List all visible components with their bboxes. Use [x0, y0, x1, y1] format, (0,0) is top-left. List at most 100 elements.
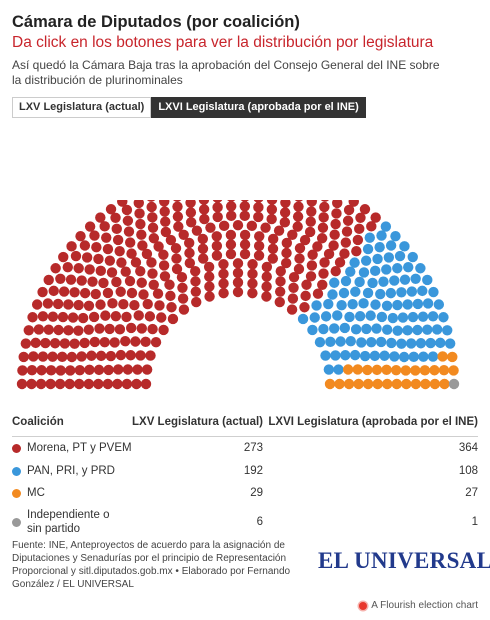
seat-morena-pt-y-pvem[interactable]	[144, 311, 156, 322]
seat-morena-pt-y-pvem[interactable]	[340, 237, 352, 248]
seat-morena-pt-y-pvem[interactable]	[64, 378, 75, 390]
seat-morena-pt-y-pvem[interactable]	[204, 281, 215, 292]
seat-morena-pt-y-pvem[interactable]	[160, 226, 172, 238]
seat-morena-pt-y-pvem[interactable]	[294, 200, 304, 202]
seat-pan-pri-y-prd[interactable]	[389, 275, 400, 286]
seat-morena-pt-y-pvem[interactable]	[279, 217, 291, 228]
seat-mc[interactable]	[419, 365, 431, 376]
seat-morena-pt-y-pvem[interactable]	[147, 323, 158, 335]
seat-pan-pri-y-prd[interactable]	[425, 337, 436, 349]
seat-morena-pt-y-pvem[interactable]	[305, 216, 316, 227]
seat-morena-pt-y-pvem[interactable]	[225, 229, 237, 241]
seat-morena-pt-y-pvem[interactable]	[79, 337, 90, 349]
seat-morena-pt-y-pvem[interactable]	[330, 266, 341, 277]
seat-morena-pt-y-pvem[interactable]	[253, 211, 264, 223]
seat-pan-pri-y-prd[interactable]	[361, 323, 372, 335]
seat-morena-pt-y-pvem[interactable]	[286, 304, 298, 315]
seat-morena-pt-y-pvem[interactable]	[294, 253, 305, 264]
seat-morena-pt-y-pvem[interactable]	[177, 293, 189, 304]
seat-mc[interactable]	[352, 364, 363, 375]
seat-morena-pt-y-pvem[interactable]	[115, 286, 126, 297]
seat-morena-pt-y-pvem[interactable]	[99, 336, 110, 348]
seat-morena-pt-y-pvem[interactable]	[158, 324, 169, 336]
seat-morena-pt-y-pvem[interactable]	[126, 248, 137, 259]
seat-morena-pt-y-pvem[interactable]	[239, 229, 251, 241]
seat-pan-pri-y-prd[interactable]	[372, 253, 383, 265]
seat-pan-pri-y-prd[interactable]	[415, 263, 426, 274]
seat-morena-pt-y-pvem[interactable]	[204, 291, 215, 302]
seat-morena-pt-y-pvem[interactable]	[106, 267, 118, 278]
seat-morena-pt-y-pvem[interactable]	[172, 200, 182, 202]
seat-morena-pt-y-pvem[interactable]	[95, 299, 106, 310]
seat-morena-pt-y-pvem[interactable]	[75, 230, 86, 242]
seat-morena-pt-y-pvem[interactable]	[112, 378, 123, 390]
seat-morena-pt-y-pvem[interactable]	[159, 206, 170, 217]
seat-morena-pt-y-pvem[interactable]	[45, 378, 56, 390]
seat-morena-pt-y-pvem[interactable]	[132, 364, 143, 375]
seat-pan-pri-y-prd[interactable]	[332, 310, 343, 321]
seat-morena-pt-y-pvem[interactable]	[178, 229, 189, 241]
seat-morena-pt-y-pvem[interactable]	[190, 266, 201, 277]
seat-morena-pt-y-pvem[interactable]	[329, 229, 340, 240]
seat-morena-pt-y-pvem[interactable]	[100, 310, 111, 321]
seat-morena-pt-y-pvem[interactable]	[33, 324, 45, 335]
seat-mc[interactable]	[400, 365, 411, 376]
seat-pan-pri-y-prd[interactable]	[354, 276, 365, 288]
seat-morena-pt-y-pvem[interactable]	[334, 257, 346, 268]
seat-pan-pri-y-prd[interactable]	[345, 336, 356, 347]
seat-morena-pt-y-pvem[interactable]	[292, 221, 303, 232]
seat-mc[interactable]	[362, 378, 374, 390]
seat-pan-pri-y-prd[interactable]	[370, 265, 381, 277]
seat-morena-pt-y-pvem[interactable]	[318, 268, 329, 279]
seat-morena-pt-y-pvem[interactable]	[43, 324, 54, 335]
seat-morena-pt-y-pvem[interactable]	[123, 226, 135, 237]
seat-morena-pt-y-pvem[interactable]	[146, 200, 156, 202]
seat-morena-pt-y-pvem[interactable]	[134, 208, 145, 219]
seat-morena-pt-y-pvem[interactable]	[140, 336, 151, 348]
seat-pan-pri-y-prd[interactable]	[392, 299, 403, 311]
seat-morena-pt-y-pvem[interactable]	[40, 337, 51, 349]
seat-pan-pri-y-prd[interactable]	[389, 351, 400, 362]
seat-morena-pt-y-pvem[interactable]	[261, 291, 272, 302]
seat-morena-pt-y-pvem[interactable]	[145, 350, 156, 361]
seat-morena-pt-y-pvem[interactable]	[165, 234, 177, 246]
seat-pan-pri-y-prd[interactable]	[407, 251, 418, 263]
seat-morena-pt-y-pvem[interactable]	[177, 282, 188, 293]
seat-morena-pt-y-pvem[interactable]	[102, 287, 114, 299]
seat-morena-pt-y-pvem[interactable]	[37, 351, 49, 362]
seat-morena-pt-y-pvem[interactable]	[319, 201, 330, 213]
seat-morena-pt-y-pvem[interactable]	[212, 202, 223, 213]
seat-morena-pt-y-pvem[interactable]	[184, 257, 196, 269]
seat-morena-pt-y-pvem[interactable]	[17, 365, 28, 376]
seat-morena-pt-y-pvem[interactable]	[95, 212, 106, 223]
flourish-credit[interactable]: A Flourish election chart	[359, 600, 478, 611]
seat-morena-pt-y-pvem[interactable]	[125, 350, 136, 361]
seat-morena-pt-y-pvem[interactable]	[254, 231, 265, 242]
seat-morena-pt-y-pvem[interactable]	[121, 204, 133, 216]
seat-morena-pt-y-pvem[interactable]	[117, 200, 128, 207]
seat-pan-pri-y-prd[interactable]	[412, 298, 424, 310]
seat-morena-pt-y-pvem[interactable]	[116, 257, 127, 268]
seat-pan-pri-y-prd[interactable]	[418, 351, 429, 362]
seat-morena-pt-y-pvem[interactable]	[232, 277, 244, 288]
seat-morena-pt-y-pvem[interactable]	[316, 233, 328, 244]
seat-mc[interactable]	[439, 378, 450, 390]
seat-morena-pt-y-pvem[interactable]	[79, 287, 91, 299]
seat-morena-pt-y-pvem[interactable]	[76, 275, 87, 286]
seat-morena-pt-y-pvem[interactable]	[113, 364, 124, 375]
seat-morena-pt-y-pvem[interactable]	[171, 263, 183, 275]
seat-morena-pt-y-pvem[interactable]	[101, 232, 112, 243]
seat-morena-pt-y-pvem[interactable]	[305, 271, 317, 282]
seat-mc[interactable]	[420, 378, 431, 390]
seat-morena-pt-y-pvem[interactable]	[156, 312, 167, 323]
seat-mc[interactable]	[324, 378, 336, 390]
seat-pan-pri-y-prd[interactable]	[320, 311, 332, 322]
seat-morena-pt-y-pvem[interactable]	[211, 231, 222, 242]
seat-pan-pri-y-prd[interactable]	[385, 240, 397, 251]
seat-morena-pt-y-pvem[interactable]	[105, 350, 117, 362]
seat-mc[interactable]	[372, 378, 383, 390]
seat-morena-pt-y-pvem[interactable]	[94, 323, 105, 334]
seat-morena-pt-y-pvem[interactable]	[191, 296, 202, 308]
seat-pan-pri-y-prd[interactable]	[347, 299, 358, 310]
seat-morena-pt-y-pvem[interactable]	[93, 364, 105, 376]
